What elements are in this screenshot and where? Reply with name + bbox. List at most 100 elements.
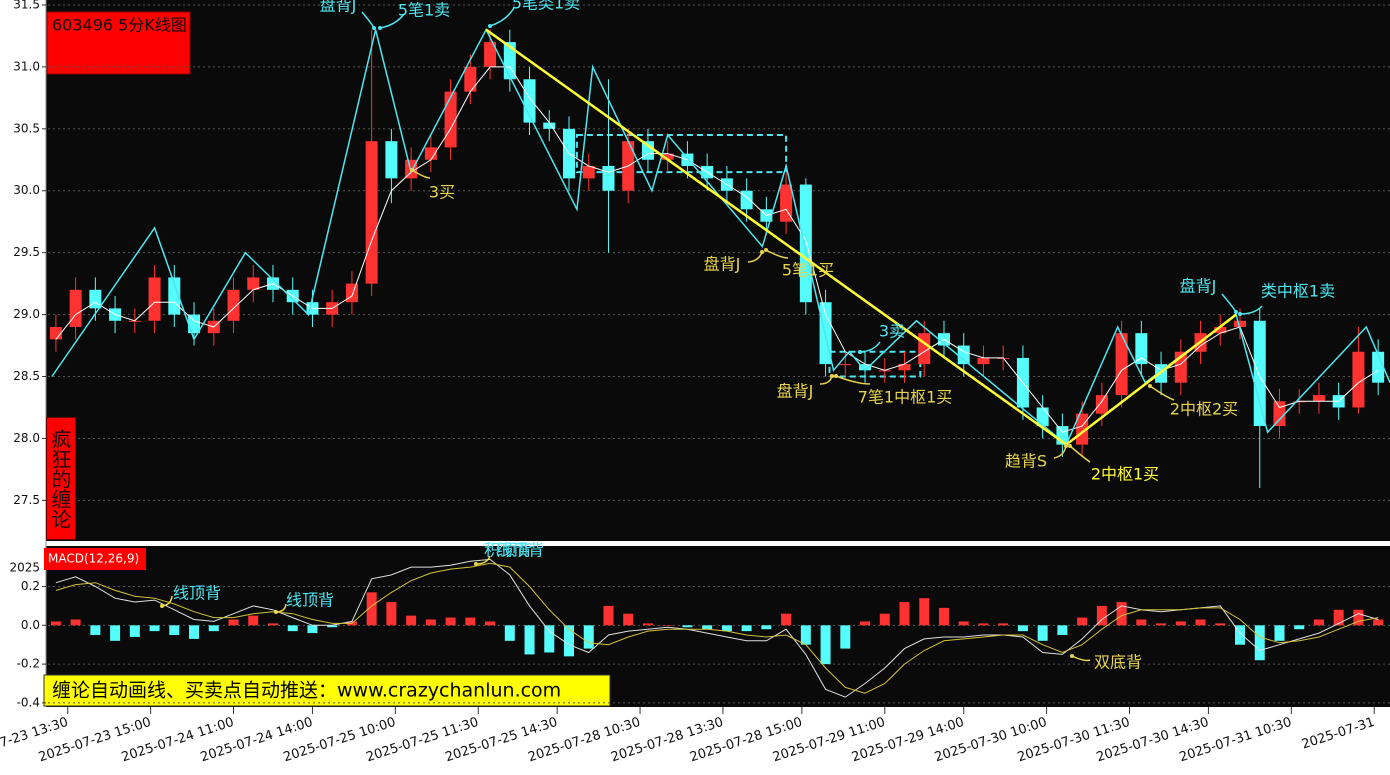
candle-body — [1253, 320, 1266, 427]
macd-bar — [208, 625, 219, 632]
candle-body — [1036, 407, 1049, 427]
annotation-arrow — [1239, 305, 1263, 315]
macd-bar — [682, 625, 693, 628]
arrow-head — [160, 604, 164, 608]
annotation: 7笔1中枢1买 — [858, 388, 953, 407]
annotation: 3买 — [429, 183, 455, 202]
annotation-arrow — [1071, 655, 1091, 662]
macd-bar — [366, 592, 377, 626]
macd-bar — [820, 625, 831, 665]
candle-body — [1312, 395, 1325, 402]
x-tick-label: 2025-07-31 — [1300, 715, 1376, 753]
macd-bar — [1373, 619, 1384, 626]
candle-body — [365, 141, 378, 284]
macd-bar — [879, 613, 890, 626]
arrow-head — [830, 374, 834, 378]
macd-bar — [860, 621, 871, 626]
annotation-arrow — [859, 341, 881, 353]
y-tick-label: 27.5 — [13, 493, 40, 507]
zhongshu-box — [575, 134, 788, 174]
y-tick-label: 0.0 — [21, 618, 40, 632]
y-tick-label: -0.4 — [17, 695, 40, 709]
annotation: 盘背J — [704, 255, 741, 274]
candle-body — [740, 190, 753, 210]
candle-body — [582, 165, 595, 179]
annotation-arrow — [765, 249, 789, 259]
macd-bar — [149, 625, 160, 632]
y-tick-label: 0.2 — [21, 579, 40, 593]
candle-body — [49, 326, 62, 340]
macd-bar — [642, 623, 653, 626]
macd-bar — [544, 625, 555, 653]
candle-body — [859, 364, 872, 371]
macd-bar — [1077, 617, 1088, 626]
candle-body — [602, 165, 615, 191]
macd-bar — [978, 623, 989, 626]
banner: 缠论自动画线、买卖点自动推送：www.crazychanlun.com — [52, 680, 561, 702]
arrow-head — [372, 26, 376, 30]
annotation: 趋背S — [1005, 452, 1047, 471]
annotation: 2中枢2买 — [1170, 400, 1238, 419]
annotation-arrow — [489, 7, 515, 27]
macd-bar — [327, 625, 338, 628]
macd-bar — [129, 625, 140, 637]
candle-body — [1115, 333, 1128, 396]
macd-bar — [721, 625, 732, 632]
candle-body — [957, 345, 970, 365]
macd-bar — [998, 623, 1009, 626]
annotation: 线顶背 — [173, 584, 221, 603]
macd-bar — [1235, 625, 1246, 645]
candle-body — [247, 277, 260, 290]
side-label: 疯狂的缠论 — [46, 417, 76, 540]
arrow-head — [1148, 384, 1152, 388]
candle-body — [148, 277, 161, 321]
candle-body — [780, 184, 793, 222]
macd-bar — [564, 625, 575, 657]
macd-bar — [1037, 625, 1048, 641]
arrow-head — [474, 562, 478, 566]
arrow-head — [1234, 310, 1238, 314]
y-tick-label: 31.5 — [13, 0, 40, 11]
candle-body — [464, 66, 477, 92]
arrow-head — [1238, 312, 1242, 316]
macd-bar — [524, 625, 535, 655]
annotation-arrow — [411, 169, 431, 179]
macd-bar — [919, 598, 930, 626]
macd-bar — [1175, 621, 1186, 626]
arrow-head — [834, 374, 838, 378]
macd-bar — [1017, 625, 1028, 632]
macd-bar — [1313, 619, 1324, 626]
macd-bar — [50, 621, 61, 626]
arrow-head — [1070, 654, 1074, 658]
main-panel — [46, 0, 1390, 541]
macd-bar — [307, 625, 318, 634]
macd-bar — [465, 617, 476, 626]
macd-bar — [899, 602, 910, 626]
ma-line — [55, 66, 1379, 433]
macd-bar — [445, 617, 456, 626]
annotation: 5笔1卖 — [398, 1, 450, 20]
annotation: 盘背J — [1180, 277, 1217, 296]
y-tick-label: 30.0 — [13, 183, 40, 197]
annotation: 线顶背 — [496, 541, 544, 560]
annotation: 5笔类1卖 — [512, 0, 580, 13]
annotation-arrow — [1069, 445, 1091, 463]
candle-body — [484, 42, 497, 67]
annotation: 5笔1买 — [782, 261, 834, 280]
arrow-head — [764, 248, 768, 252]
macd-bar — [267, 623, 278, 626]
candle-body — [523, 79, 536, 123]
y-tick-label: 2025 — [9, 561, 40, 575]
candle-body — [69, 289, 82, 327]
macd-bar — [287, 625, 298, 632]
macd-bar — [1215, 623, 1226, 626]
macd-bar — [485, 621, 496, 626]
candle-body — [1234, 320, 1247, 327]
macd-bar — [70, 619, 81, 626]
candle-body — [1214, 326, 1227, 334]
macd-bar — [110, 625, 121, 641]
zhongshu-box — [828, 350, 922, 378]
macd-bar — [1116, 602, 1127, 626]
